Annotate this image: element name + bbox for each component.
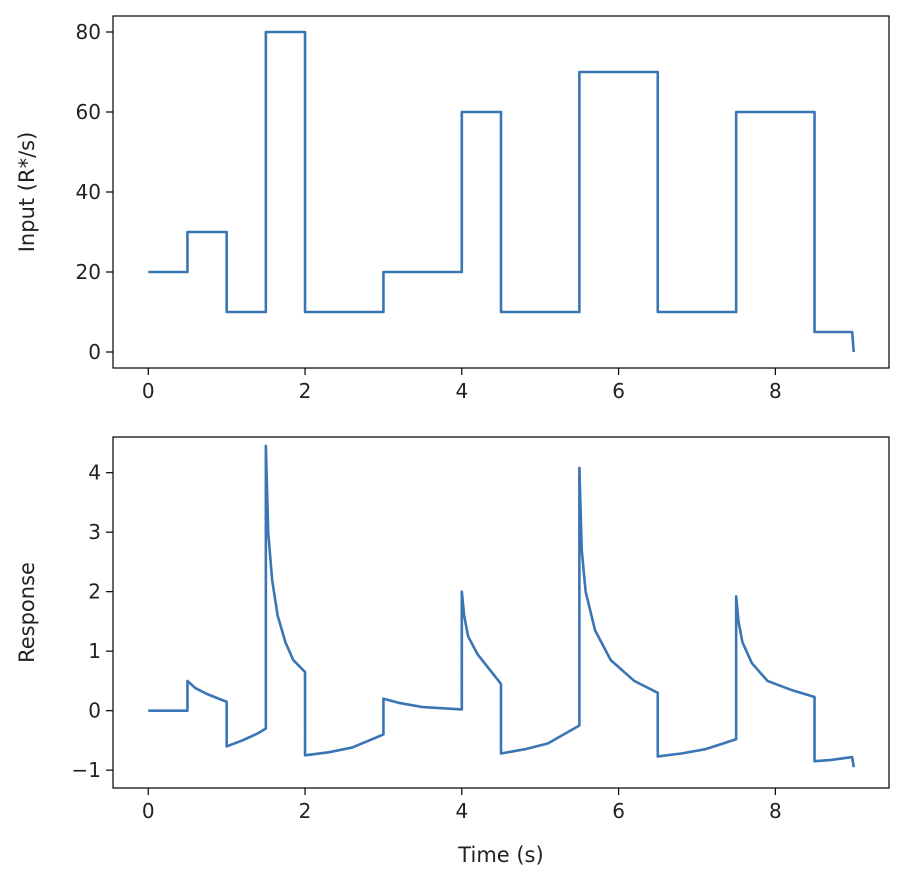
x-tick-label: 8 xyxy=(769,799,782,823)
y-tick-label: 60 xyxy=(76,100,101,124)
x-axis-label: Time (s) xyxy=(457,843,543,867)
series-line-0-0 xyxy=(148,30,856,353)
y-tick-label: −1 xyxy=(72,758,101,782)
x-tick-label: 6 xyxy=(612,379,625,403)
x-tick-label: 6 xyxy=(612,799,625,823)
series-line-1-0 xyxy=(148,444,856,768)
y-axis-label: Input (R*/s) xyxy=(15,132,39,253)
y-tick-label: 80 xyxy=(76,20,101,44)
x-tick-label: 2 xyxy=(299,799,312,823)
y-tick-label: 1 xyxy=(88,639,101,663)
plot-frame xyxy=(112,436,890,789)
x-tick-label: 0 xyxy=(142,379,155,403)
y-tick-label: 4 xyxy=(88,461,101,485)
x-tick-label: 8 xyxy=(769,379,782,403)
y-tick-label: 2 xyxy=(88,580,101,604)
y-tick-label: 40 xyxy=(76,180,101,204)
y-axis-label: Response xyxy=(15,562,39,663)
x-tick-label: 4 xyxy=(455,379,468,403)
x-tick-label: 2 xyxy=(299,379,312,403)
response-panel: 0 2 4 6 8 −1 0 1 2 3 4 Response Time (s) xyxy=(15,436,890,867)
y-tick-label: 0 xyxy=(88,699,101,723)
x-tick-label: 0 xyxy=(142,799,155,823)
y-tick-label: 3 xyxy=(88,520,101,544)
y-tick-label: 20 xyxy=(76,260,101,284)
x-tick-label: 4 xyxy=(455,799,468,823)
y-tick-label: 0 xyxy=(88,340,101,364)
